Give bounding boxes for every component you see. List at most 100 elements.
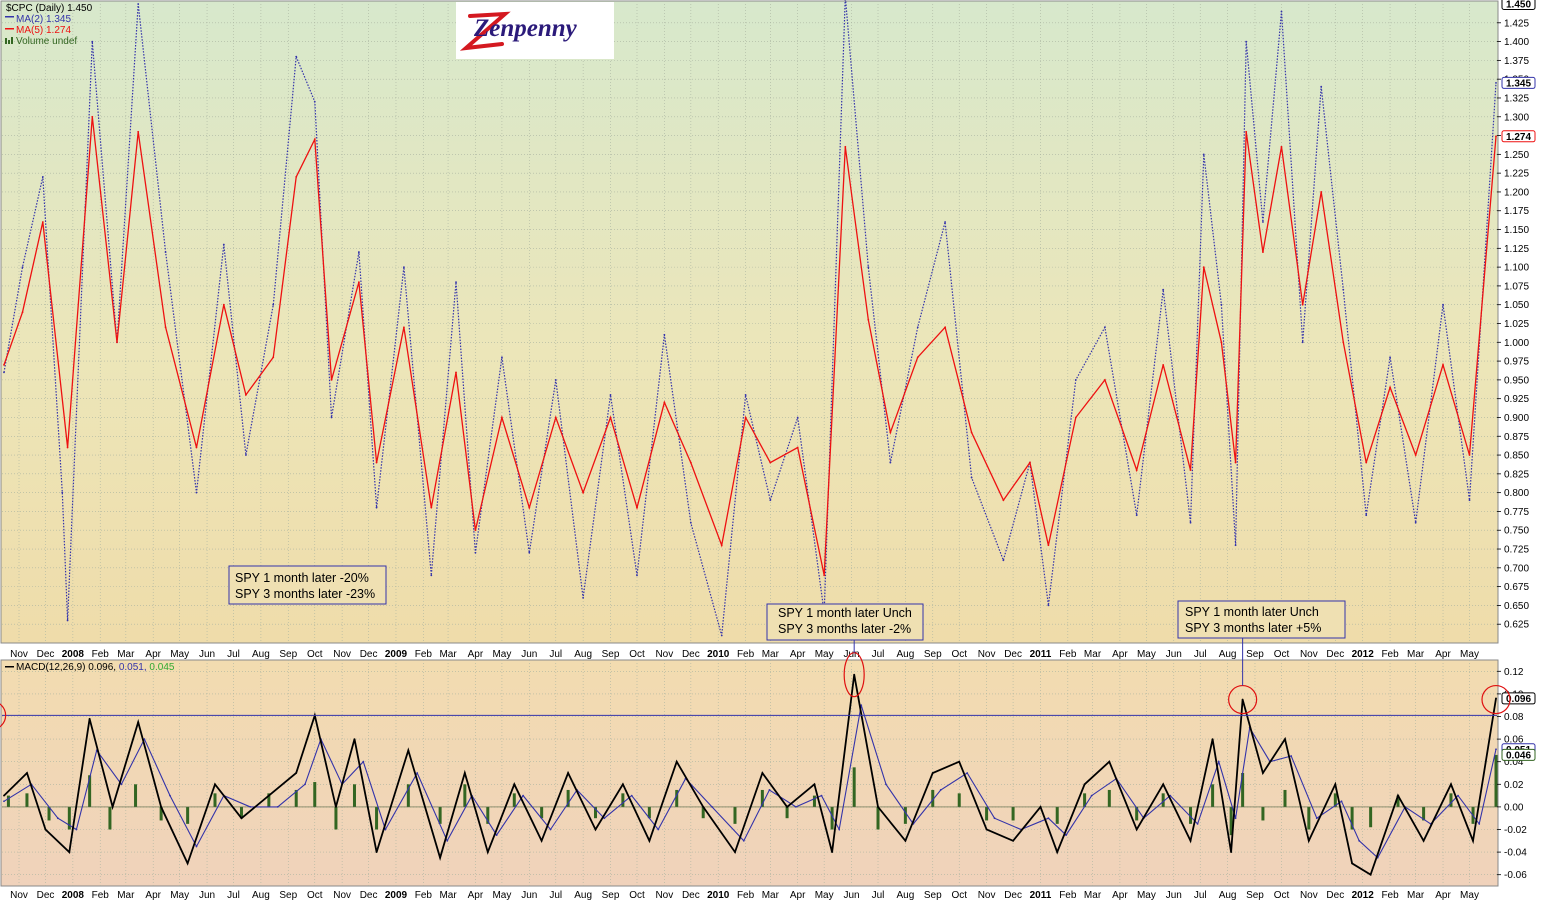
macd-point — [853, 673, 856, 676]
ma-2--point — [1220, 303, 1223, 306]
y-tick-label: 1.125 — [1504, 244, 1529, 255]
y-tick-label: 1.325 — [1504, 93, 1529, 104]
x-tick-label-may: May — [1137, 649, 1156, 660]
y-tick-label: 1.425 — [1504, 18, 1529, 29]
histogram-bar — [267, 793, 271, 807]
signal-point — [820, 794, 823, 797]
signal-point — [795, 806, 797, 808]
macd-point — [831, 851, 834, 853]
x-tick-label-dec: Dec — [1004, 649, 1022, 660]
y-tick-label: 1.300 — [1504, 112, 1529, 123]
annotation-2010-line2: SPY 3 months later -2% — [778, 622, 911, 636]
histogram-bar — [1494, 754, 1498, 807]
macd-point — [353, 738, 356, 740]
y-tick-label: 1.400 — [1504, 37, 1529, 48]
price-last-tag-2-box — [1501, 130, 1536, 143]
x-tick-label-feb: Feb — [1059, 649, 1077, 660]
y-tick-label: 0.825 — [1504, 469, 1529, 480]
macd-title-hist: 0.045 — [149, 662, 174, 673]
histogram-bar — [186, 806, 190, 824]
x-tick-label-mar: Mar — [439, 890, 457, 900]
histogram-bar — [486, 806, 490, 824]
x-tick-label-apr: Apr — [790, 890, 806, 900]
signal-point — [416, 772, 419, 774]
ma-2--point — [1365, 514, 1368, 517]
y-tick-label: 0.00 — [1504, 802, 1524, 813]
histogram-bar — [88, 775, 92, 807]
macd-point — [1039, 806, 1042, 808]
ma-2--point — [358, 251, 360, 253]
ma-5--point — [116, 341, 118, 344]
macd-x-axis: Nov Dec 2008 Feb Mar Apr May Jun Jul Aug Sep Oct Nov… — [10, 890, 1479, 900]
ma-5--point — [272, 356, 275, 359]
signal-point — [1340, 800, 1343, 803]
signal-point — [1217, 760, 1220, 763]
ma-5--point — [1262, 251, 1264, 253]
annotation-2011-line2: SPY 3 months later +5% — [1185, 621, 1321, 635]
x-tick-label-jul: Jul — [872, 890, 885, 900]
ma-2--point — [1002, 559, 1005, 562]
histogram-bar — [406, 784, 410, 807]
annotation-2008-line1: SPY 1 month later -20% — [235, 571, 369, 585]
y-tick-label: -0.06 — [1504, 870, 1527, 881]
histogram-bar — [1369, 806, 1373, 828]
macd-point — [1369, 873, 1372, 876]
x-tick-label-2008: 2008 — [62, 649, 85, 660]
ma-2--point — [1468, 499, 1471, 502]
macd-point — [734, 851, 736, 853]
ma-2--point — [1104, 326, 1106, 329]
y-tick-label: 0.700 — [1504, 563, 1529, 574]
macd-point — [813, 783, 816, 786]
ma-2--point — [474, 551, 477, 554]
signal-point — [276, 806, 279, 808]
histogram-bar — [1107, 789, 1111, 807]
y-tick-label: 1.150 — [1504, 225, 1529, 236]
histogram-bar — [1422, 806, 1426, 821]
ma-2--point — [164, 251, 167, 253]
x-tick-label-feb: Feb — [737, 649, 755, 660]
x-tick-label-jun: Jun — [199, 890, 215, 900]
signal-point — [603, 817, 606, 820]
ma-5--point — [916, 356, 919, 359]
histogram-bar — [1449, 793, 1453, 807]
x-tick-label-oct: Oct — [629, 649, 645, 660]
ma-5--point — [769, 461, 772, 464]
signal-point — [1234, 817, 1237, 820]
macd-point — [594, 828, 597, 831]
ma-2--point — [21, 266, 24, 269]
macd-point — [439, 856, 442, 859]
x-tick-label-jul: Jul — [1194, 890, 1207, 900]
signal-point — [939, 789, 942, 791]
ma-2--point — [867, 266, 870, 269]
histogram-bar — [675, 789, 679, 807]
ma-5--point — [1442, 363, 1444, 366]
x-tick-label-sep: Sep — [924, 890, 942, 900]
macd-point — [1422, 839, 1425, 842]
macd-point — [463, 772, 466, 774]
price-gridlines — [2, 4, 1497, 643]
annotation-2011: SPY 1 month later Unch SPY 3 months late… — [1177, 600, 1346, 639]
macd-point — [267, 794, 270, 797]
ma-2--point — [455, 281, 457, 284]
signal-point — [1495, 748, 1497, 751]
ma-5--point — [358, 281, 360, 284]
ma-5--point — [1495, 135, 1497, 138]
macd-point — [335, 806, 337, 808]
ma-5--point — [663, 401, 666, 404]
x-tick-label-jul: Jul — [549, 649, 562, 660]
ma-2--point — [1074, 378, 1077, 381]
x-tick-label-oct: Oct — [1274, 890, 1290, 900]
x-tick-label-sep: Sep — [924, 649, 942, 660]
ma-2--point — [889, 461, 892, 464]
macd-point — [1189, 839, 1192, 842]
price-panel: 0.625 0.650 0.675 0.700 0.725 0.750 0.775 0.800… — [0, 0, 1536, 660]
macd-point — [1012, 839, 1014, 842]
macd-point — [540, 839, 543, 842]
macd-point — [1351, 862, 1353, 865]
ma-5--point — [330, 378, 333, 381]
histogram-bar — [1055, 806, 1059, 824]
ma-5--point — [1280, 145, 1283, 148]
y-tick-label: 1.375 — [1504, 56, 1529, 67]
y-tick-label: -0.02 — [1504, 825, 1527, 836]
x-tick-label-may: May — [1460, 890, 1479, 900]
